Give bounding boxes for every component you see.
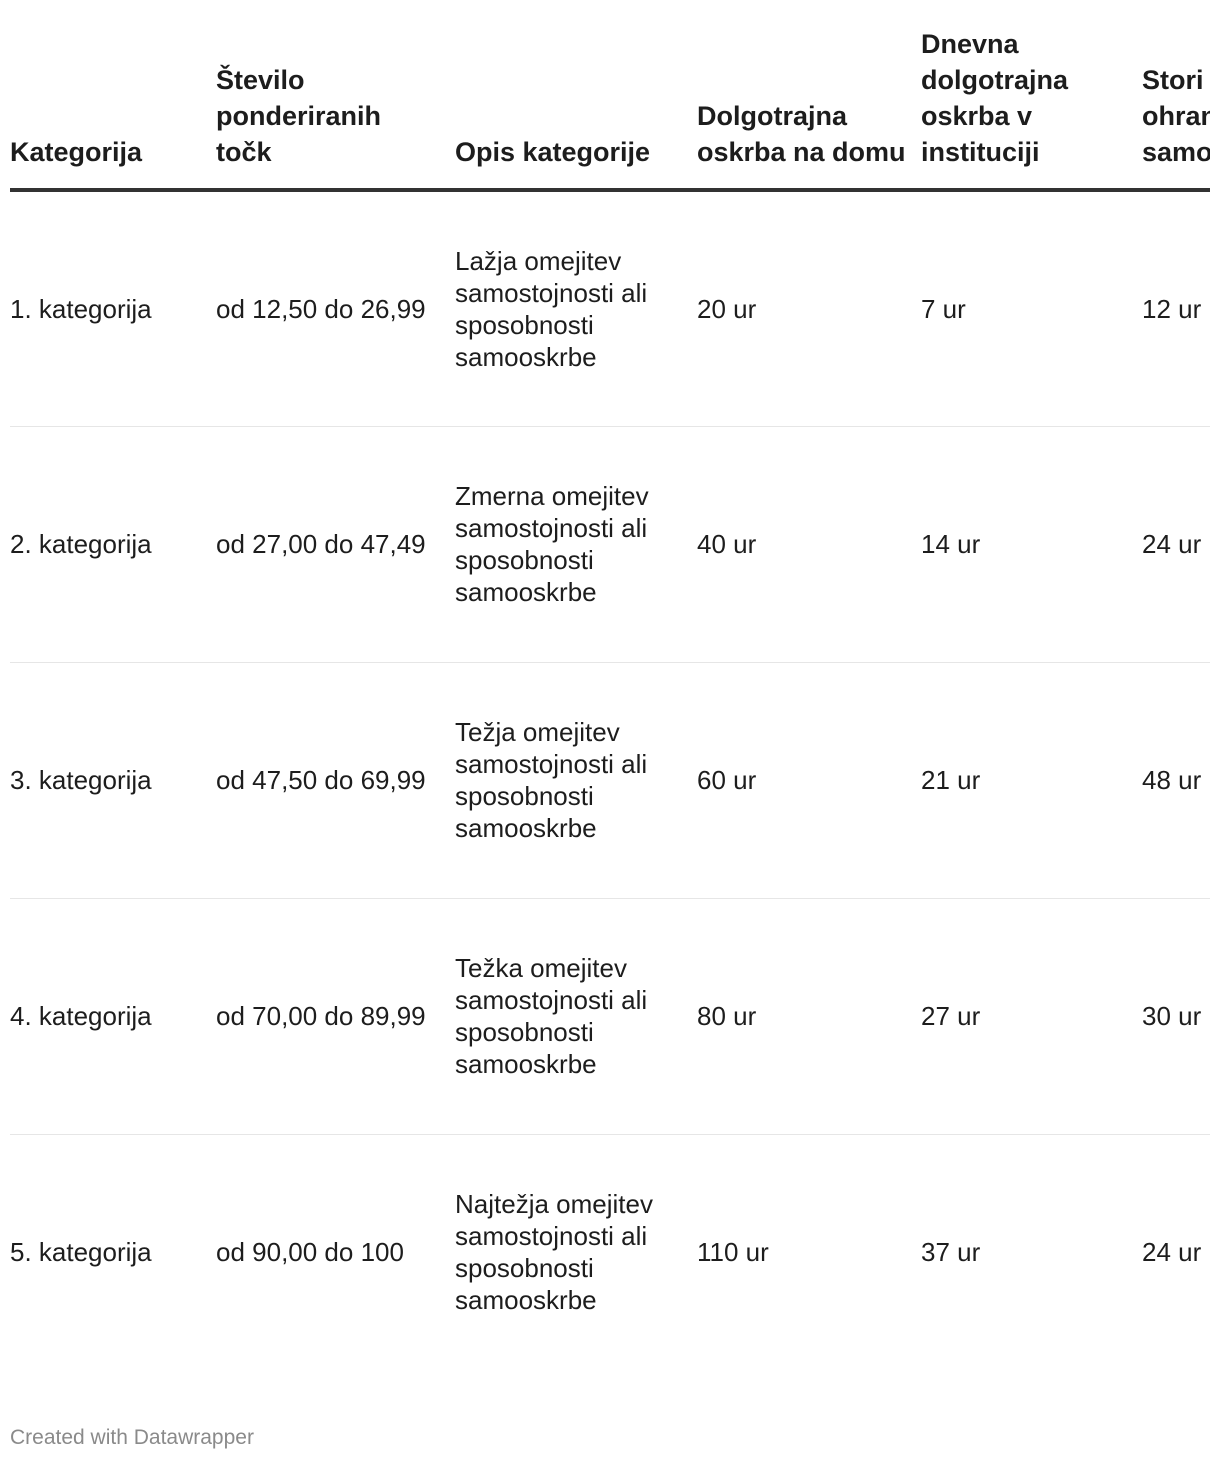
table-row: 2. kategorija od 27,00 do 47,49 Zmerna o… [10, 426, 1210, 663]
table-row: 4. kategorija od 70,00 do 89,99 Težka om… [10, 898, 1210, 1135]
table-cell: 60 ur [697, 662, 921, 899]
header-row: Kategorija Število ponderiranih točk Opi… [10, 0, 1210, 192]
column-header-tocke: Število ponderiranih točk [216, 0, 455, 192]
table-cell: Zmerna omejitev samostojnosti ali sposob… [455, 426, 697, 663]
table-header: Kategorija Število ponderiranih točk Opi… [10, 0, 1210, 192]
table-cell: 48 ur [1142, 662, 1210, 899]
table-cell: 110 ur [697, 1237, 769, 1268]
table-cell: 3. kategorija [10, 662, 216, 899]
table-cell: 37 ur [921, 1237, 981, 1268]
table-row: 5. kategorija od 90,00 do 100 Najtežja o… [10, 1134, 1210, 1370]
table-cell: 2. kategorija [10, 426, 216, 663]
column-header-dnevna-oskrba: Dnevna dolgotrajna oskrba v instituciji [921, 0, 1142, 192]
table-row: 3. kategorija od 47,50 do 69,99 Težja om… [10, 662, 1210, 899]
table-cell: od 70,00 do 89,99 [216, 898, 455, 1135]
table-cell: Težja omejitev samostojnosti ali sposobn… [455, 662, 697, 899]
table-cell: Težka omejitev samostojnosti ali sposobn… [455, 898, 697, 1135]
datawrapper-credit: Created with Datawrapper [10, 1426, 254, 1449]
table-cell: 20 ur [697, 190, 921, 427]
table-cell: Najtežja omejitev samostojnosti ali spos… [455, 1189, 653, 1316]
table-cell: od 90,00 do 100 [216, 1237, 404, 1268]
table-cell: 1. kategorija [10, 190, 216, 427]
table-cell: 24 ur [1142, 426, 1210, 663]
table-cell: 27 ur [921, 898, 1142, 1135]
data-table-container: Kategorija Število ponderiranih točk Opi… [10, 0, 1210, 1400]
table-cell: 24 ur [1142, 1237, 1202, 1268]
table-cell: 21 ur [921, 662, 1142, 899]
column-header-opis: Opis kategorije [455, 0, 697, 192]
table-cell: 80 ur [697, 898, 921, 1135]
table-cell: od 12,50 do 26,99 [216, 190, 455, 427]
data-table: Kategorija Število ponderiranih točk Opi… [10, 0, 1210, 1370]
column-header-oskrba-doma: Dolgotrajna oskrba na domu [697, 0, 921, 192]
table-cell: 12 ur [1142, 190, 1210, 427]
table-body: 1. kategorija od 12,50 do 26,99 Lažja om… [10, 190, 1210, 1370]
column-header-storitve: Stori krepi ohran samo [1142, 0, 1210, 192]
table-cell: 40 ur [697, 426, 921, 663]
table-cell: 7 ur [921, 190, 1142, 427]
table-cell: od 47,50 do 69,99 [216, 662, 455, 899]
table-cell: od 27,00 do 47,49 [216, 426, 455, 663]
table-row: 1. kategorija od 12,50 do 26,99 Lažja om… [10, 190, 1210, 427]
table-cell: 30 ur [1142, 898, 1210, 1135]
table-cell: 14 ur [921, 426, 1142, 663]
table-cell: 4. kategorija [10, 898, 216, 1135]
column-header-kategorija: Kategorija [10, 0, 216, 192]
table-cell: Lažja omejitev samostojnosti ali sposobn… [455, 190, 697, 427]
table-cell: 5. kategorija [10, 1237, 152, 1268]
